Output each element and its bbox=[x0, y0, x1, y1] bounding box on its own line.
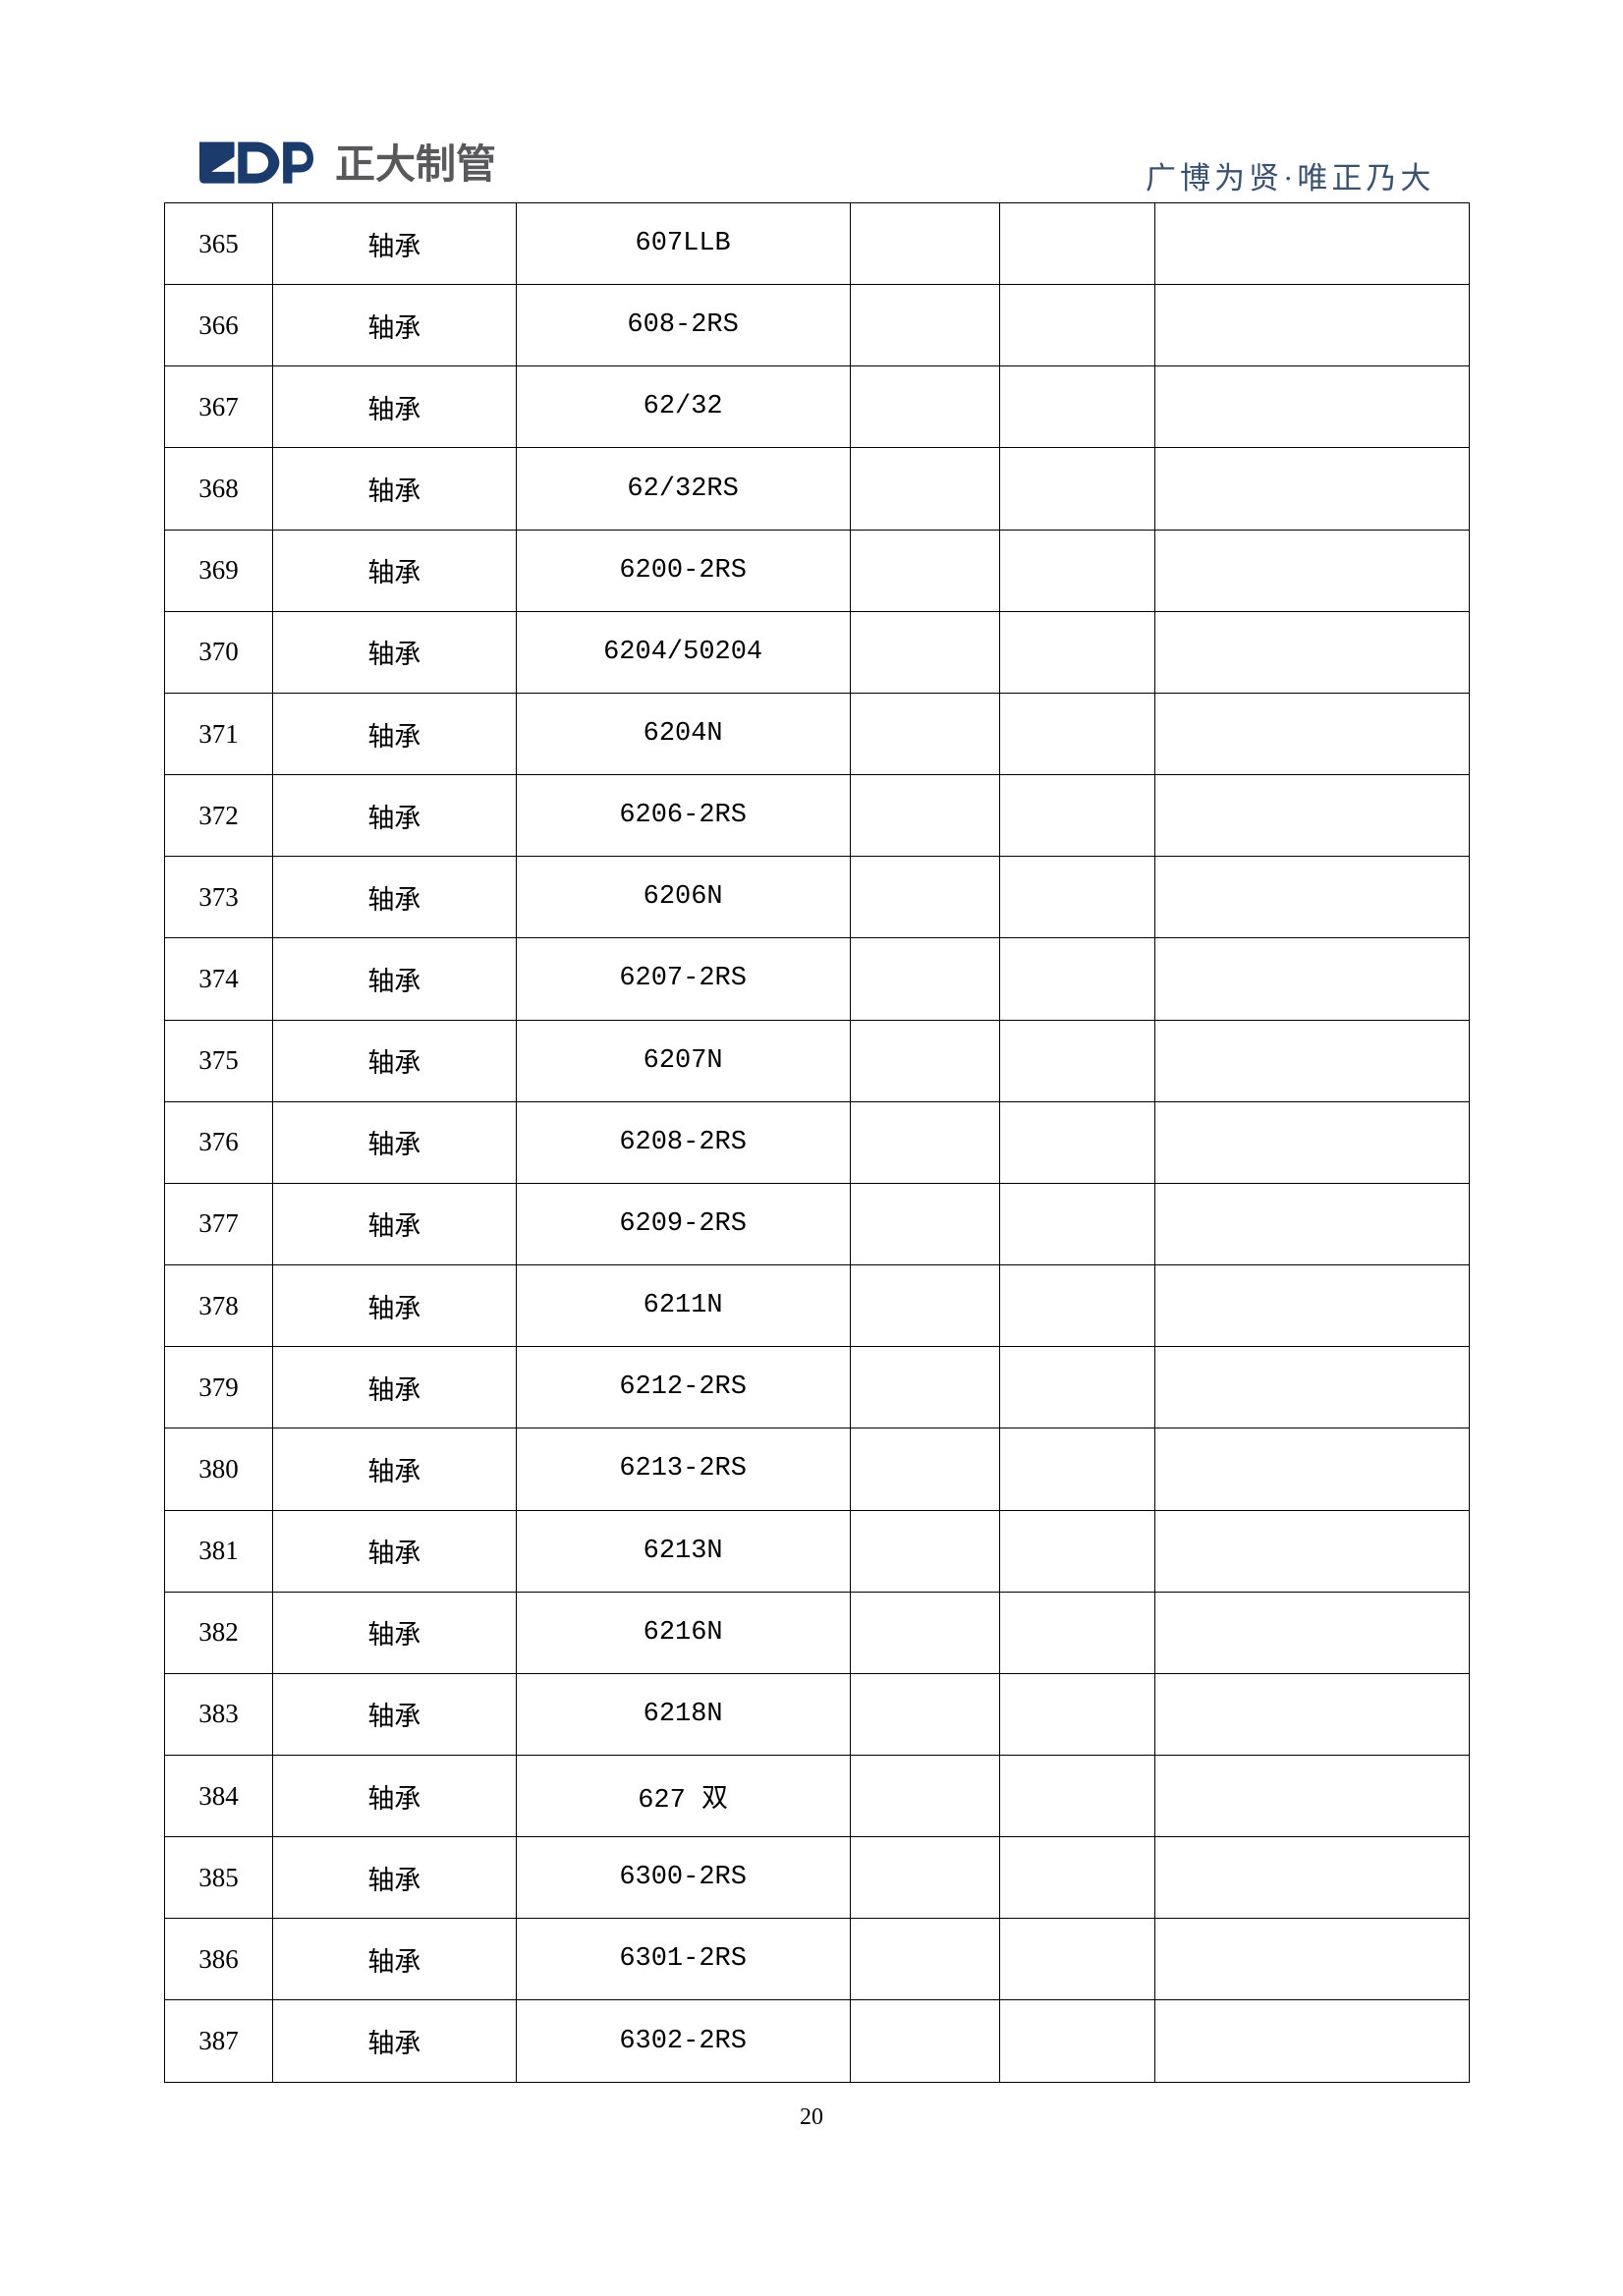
svg-text:正大制管: 正大制管 bbox=[335, 141, 496, 187]
